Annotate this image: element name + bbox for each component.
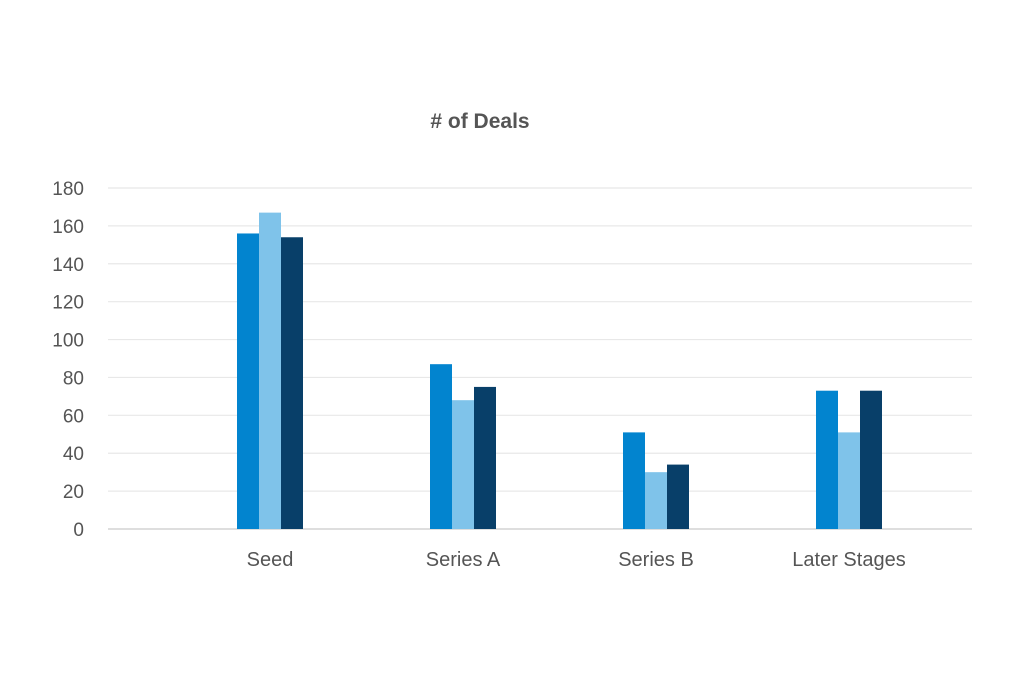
y-axis-ticks: 0 20 40 60 80 100 120 140 160 180 <box>52 179 84 541</box>
bar-seed-series-2 <box>259 212 281 529</box>
y-tick-label: 40 <box>63 444 84 465</box>
y-tick-label: 80 <box>63 368 84 389</box>
bar-series-a-series-2 <box>452 400 474 529</box>
x-category-label: Series B <box>618 549 694 571</box>
bar-seed-series-1 <box>237 233 259 529</box>
y-tick-label: 180 <box>52 179 84 200</box>
bar-series-a-series-1 <box>430 364 452 529</box>
chart-title: # of Deals <box>430 110 529 133</box>
y-tick-label: 100 <box>52 331 84 352</box>
y-tick-label: 60 <box>63 406 84 427</box>
y-tick-label: 120 <box>52 293 84 314</box>
y-tick-label: 20 <box>63 482 84 503</box>
y-tick-label: 0 <box>73 520 84 541</box>
bar-series-b-series-2 <box>645 472 667 529</box>
bars <box>237 212 882 529</box>
y-tick-label: 160 <box>52 217 84 238</box>
x-category-label: Seed <box>247 549 294 571</box>
y-tick-label: 140 <box>52 255 84 276</box>
x-category-label: Later Stages <box>792 549 905 571</box>
bar-series-b-series-1 <box>623 432 645 529</box>
bar-later-stages-series-2 <box>838 432 860 529</box>
bar-later-stages-series-3 <box>860 390 882 529</box>
bar-seed-series-3 <box>281 237 303 529</box>
bar-series-b-series-3 <box>667 464 689 529</box>
bar-series-a-series-3 <box>474 386 496 529</box>
x-category-label: Series A <box>426 549 501 571</box>
x-axis-categories: Seed Series A Series B Later Stages <box>247 549 906 571</box>
bar-later-stages-series-1 <box>816 390 838 529</box>
